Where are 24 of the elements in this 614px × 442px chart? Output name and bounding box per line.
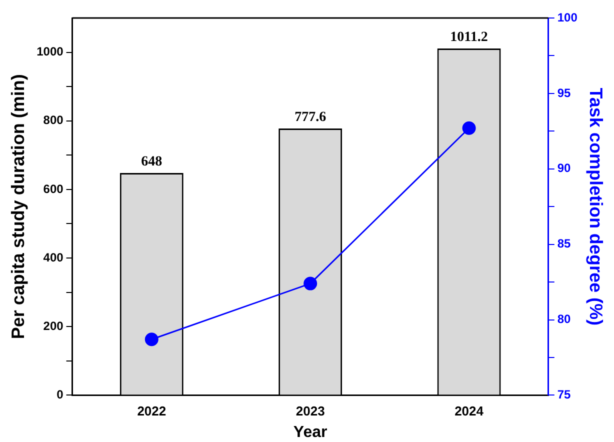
data-label: 648 bbox=[141, 154, 162, 170]
y-axis-title: Per capita study duration (min) bbox=[8, 74, 28, 340]
y-tick-label: 800 bbox=[43, 113, 64, 128]
y-tick-label: 400 bbox=[43, 250, 64, 264]
y-tick-label: 600 bbox=[43, 182, 64, 196]
x-tick-label: 2022 bbox=[137, 404, 166, 419]
point bbox=[304, 276, 318, 290]
y2-tick-label: 75 bbox=[557, 388, 572, 402]
y-tick-label: 0 bbox=[56, 388, 64, 402]
y2-tick-label: 80 bbox=[557, 312, 572, 326]
x-axis-title: Year bbox=[293, 424, 328, 441]
data-label: 777.6 bbox=[294, 110, 326, 126]
point bbox=[462, 121, 476, 135]
y2-tick-label: 95 bbox=[557, 86, 572, 100]
x-tick-label: 2024 bbox=[454, 404, 484, 419]
y2-tick-label: 90 bbox=[557, 161, 572, 176]
data-label: 1011.2 bbox=[450, 30, 488, 46]
y2-tick-label: 85 bbox=[557, 236, 572, 251]
y-tick-label: 200 bbox=[43, 318, 64, 333]
y2-tick-label: 100 bbox=[557, 10, 578, 24]
y2-axis-title: Task completion degree (%) bbox=[586, 88, 606, 326]
y-tick-label: 1000 bbox=[36, 44, 64, 59]
point bbox=[144, 332, 158, 346]
x-tick-label: 2023 bbox=[296, 404, 325, 419]
